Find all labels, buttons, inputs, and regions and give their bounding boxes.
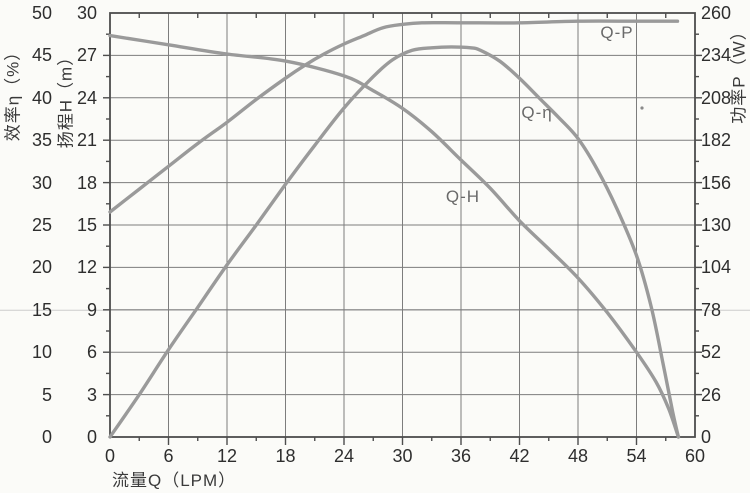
efficiency-tick-label: 0	[41, 427, 52, 447]
power-tick-label: 208	[701, 87, 732, 108]
curve-label-q-h: Q-H	[445, 186, 481, 206]
head-tick-label: 3	[86, 384, 97, 405]
power-tick-label: 78	[701, 299, 722, 320]
head-tick-label: 27	[76, 45, 97, 66]
power-tick-label: 182	[701, 130, 732, 151]
power-tick-label: 260	[701, 3, 732, 23]
head-tick-label: 24	[76, 87, 97, 108]
power-tick-label: 104	[701, 257, 732, 278]
power-axis-title: 功率P（W）	[729, 22, 749, 124]
power-tick-label: 26	[701, 384, 722, 405]
efficiency-tick-label: 45	[31, 45, 52, 66]
gridlines	[110, 13, 695, 437]
head-tick-label: 9	[86, 299, 97, 320]
efficiency-tick-label: 15	[31, 299, 52, 320]
x-tick-label: 48	[567, 446, 589, 466]
power-tick-label: 234	[701, 45, 732, 66]
tick-marks	[103, 13, 702, 445]
efficiency-tick-label: 50	[31, 3, 52, 23]
curve-label-q-p: Q-P	[600, 22, 634, 42]
efficiency-tick-label: 25	[31, 215, 52, 235]
ink-speck	[640, 106, 644, 110]
efficiency-tick-label: 5	[41, 384, 52, 405]
curve-label-q-eta: Q-η	[521, 103, 553, 123]
x-tick-label: 12	[216, 446, 238, 466]
curve-q-p	[108, 19, 680, 214]
x-tick-label: 6	[163, 446, 174, 466]
head-tick-label: 15	[76, 215, 97, 235]
head-tick-label: 30	[76, 3, 97, 23]
x-tick-label: 30	[392, 446, 413, 466]
head-tick-label: 0	[86, 427, 97, 447]
x-tick-label: 24	[333, 446, 355, 466]
efficiency-tick-label: 35	[31, 130, 52, 151]
x-tick-label: 54	[626, 446, 647, 466]
power-tick-label: 52	[701, 342, 722, 363]
curve-q-eta	[108, 45, 681, 439]
power-tick-label: 156	[701, 172, 732, 193]
power-tick-label: 0	[701, 427, 712, 447]
efficiency-tick-label: 40	[31, 87, 52, 108]
efficiency-tick-label: 20	[31, 257, 52, 278]
x-axis-title: 流量Q（LPM）	[112, 471, 237, 490]
x-tick-label: 60	[684, 446, 706, 466]
curve-q-h	[108, 33, 681, 439]
head-tick-label: 21	[76, 130, 97, 151]
x-tick-label: 42	[509, 446, 530, 466]
x-tick-label: 18	[275, 446, 296, 466]
head-tick-label: 6	[86, 342, 97, 363]
efficiency-tick-label: 30	[31, 172, 52, 193]
power-tick-label: 130	[701, 215, 732, 235]
head-tick-label: 18	[76, 172, 97, 193]
x-tick-label: 36	[450, 446, 472, 466]
x-tick-label: 0	[104, 446, 116, 466]
efficiency-tick-label: 10	[31, 342, 52, 363]
head-tick-label: 12	[76, 257, 97, 278]
